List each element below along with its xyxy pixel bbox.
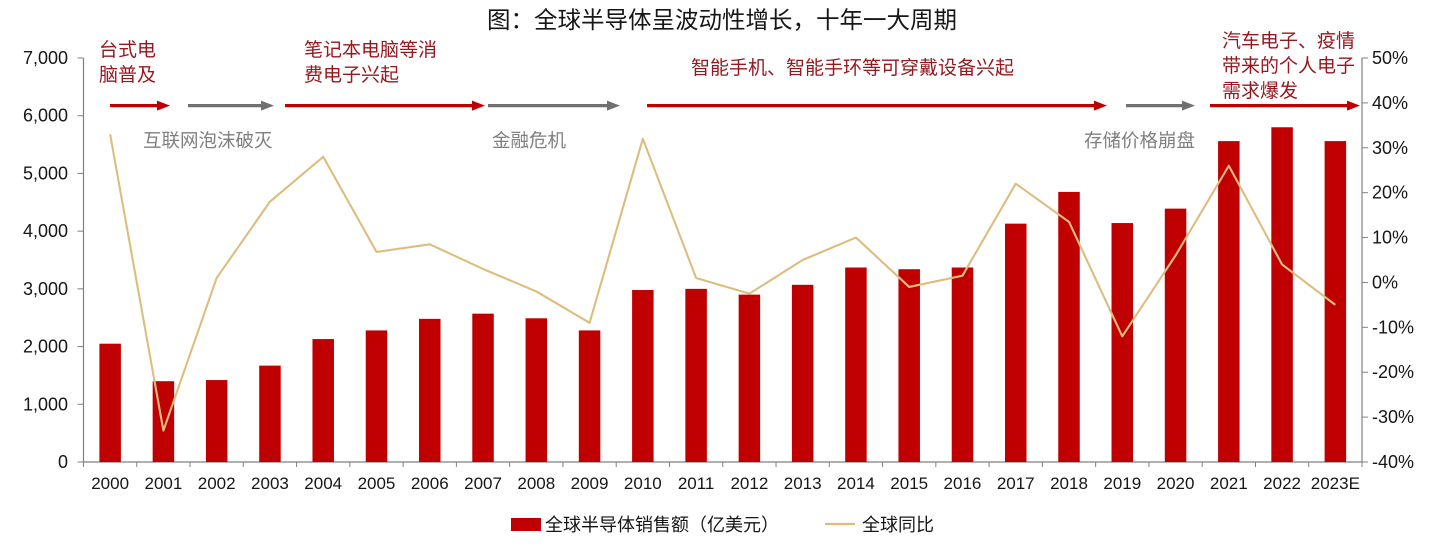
svg-text:全球半导体销售额（亿美元）: 全球半导体销售额（亿美元）	[545, 515, 779, 535]
svg-text:5,000: 5,000	[23, 163, 68, 183]
svg-text:2016: 2016	[944, 474, 982, 493]
svg-text:10%: 10%	[1372, 228, 1408, 248]
svg-text:费电子兴起: 费电子兴起	[304, 64, 399, 86]
svg-text:4,000: 4,000	[23, 221, 68, 241]
svg-text:50%: 50%	[1372, 48, 1408, 68]
svg-text:2005: 2005	[358, 474, 396, 493]
svg-text:2004: 2004	[304, 474, 342, 493]
svg-text:2007: 2007	[464, 474, 502, 493]
svg-text:台式电: 台式电	[99, 39, 156, 61]
svg-text:2015: 2015	[890, 474, 928, 493]
svg-text:2003: 2003	[251, 474, 289, 493]
svg-text:脑普及: 脑普及	[99, 64, 156, 86]
svg-text:金融危机: 金融危机	[492, 130, 567, 151]
svg-text:2019: 2019	[1103, 474, 1141, 493]
svg-text:2023E: 2023E	[1311, 474, 1360, 493]
svg-text:全球同比: 全球同比	[862, 515, 934, 535]
svg-text:0%: 0%	[1372, 272, 1398, 292]
svg-text:3,000: 3,000	[23, 279, 68, 299]
svg-text:图：全球半导体呈波动性增长，十年一大周期: 图：全球半导体呈波动性增长，十年一大周期	[487, 7, 957, 33]
svg-text:2012: 2012	[730, 474, 768, 493]
svg-text:2020: 2020	[1157, 474, 1195, 493]
svg-text:互联网泡沫破灭: 互联网泡沫破灭	[143, 130, 273, 151]
svg-text:2022: 2022	[1263, 474, 1301, 493]
svg-text:2001: 2001	[144, 474, 182, 493]
svg-text:6,000: 6,000	[23, 106, 68, 126]
svg-text:-40%: -40%	[1372, 452, 1414, 472]
svg-text:2002: 2002	[198, 474, 236, 493]
svg-text:1,000: 1,000	[23, 394, 68, 414]
svg-text:2010: 2010	[624, 474, 662, 493]
svg-text:-10%: -10%	[1372, 317, 1414, 337]
svg-text:2009: 2009	[571, 474, 609, 493]
svg-text:2,000: 2,000	[23, 337, 68, 357]
svg-text:2006: 2006	[411, 474, 449, 493]
svg-text:汽车电子、疫情: 汽车电子、疫情	[1222, 30, 1355, 52]
svg-text:带来的个人电子: 带来的个人电子	[1222, 55, 1355, 77]
svg-text:2014: 2014	[837, 474, 875, 493]
svg-text:2000: 2000	[91, 474, 129, 493]
svg-text:20%: 20%	[1372, 183, 1408, 203]
svg-text:存储价格崩盘: 存储价格崩盘	[1084, 130, 1195, 151]
svg-text:-20%: -20%	[1372, 362, 1414, 382]
svg-text:30%: 30%	[1372, 138, 1408, 158]
svg-text:2013: 2013	[784, 474, 822, 493]
svg-text:2021: 2021	[1210, 474, 1248, 493]
svg-text:0: 0	[58, 452, 68, 472]
svg-text:40%: 40%	[1372, 93, 1408, 113]
svg-text:2011: 2011	[678, 474, 715, 493]
svg-text:-30%: -30%	[1372, 407, 1414, 427]
svg-text:2017: 2017	[997, 474, 1035, 493]
svg-text:智能手机、智能手环等可穿戴设备兴起: 智能手机、智能手环等可穿戴设备兴起	[691, 57, 1014, 79]
svg-text:2008: 2008	[517, 474, 555, 493]
svg-text:需求爆发: 需求爆发	[1222, 80, 1298, 102]
svg-text:7,000: 7,000	[23, 48, 68, 68]
svg-text:2018: 2018	[1050, 474, 1088, 493]
svg-text:笔记本电脑等消: 笔记本电脑等消	[304, 39, 437, 61]
